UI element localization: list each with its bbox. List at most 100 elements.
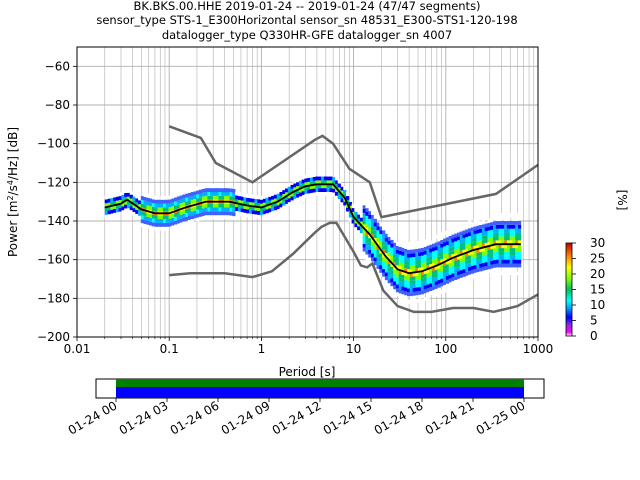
heatmap-cell [445,272,450,276]
heatmap-cell [506,228,511,233]
heatmap-cell [473,218,477,223]
heatmap-cell [495,228,499,233]
heatmap-cell [501,232,505,237]
heatmap-cell [429,291,433,295]
heatmap-cell [415,264,419,269]
y-tick-label: −120 [37,175,70,189]
heatmap-cell [365,223,369,228]
heatmap-cell [323,180,328,185]
heatmap-cell [506,244,511,249]
heatmap-cell [448,266,452,271]
heatmap-cell [495,236,499,241]
heatmap-cell [479,221,483,225]
heatmap-cell [418,240,422,245]
heatmap-cell [512,259,516,264]
heatmap-cell [415,268,419,273]
heatmap-cell [365,219,369,224]
heatmap-cell [495,255,499,260]
heatmap-cell [210,184,214,189]
heatmap-cell [237,207,242,212]
heatmap-cell [401,294,405,299]
heatmap-cell [412,287,416,292]
heatmap-cell [207,195,211,200]
heatmap-cell [512,224,516,229]
heatmap-cell [459,243,463,247]
heatmap-cell [246,193,250,198]
heatmap-cell [515,240,519,245]
heatmap-cell [165,222,169,227]
heatmap-cell [415,279,419,284]
heatmap-cell [365,258,369,263]
heatmap-cell [146,220,150,225]
heatmap-cell [346,192,350,197]
heatmap-cell [487,230,491,235]
heatmap-cell [232,204,236,209]
heatmap-cell [509,251,513,256]
heatmap-cell [226,203,230,208]
heatmap-cell [390,243,394,248]
heatmap-cell [179,210,183,215]
heatmap-cell [504,221,508,225]
heatmap-cell [168,214,172,219]
heatmap-cell [379,257,383,262]
heatmap-cell [479,252,483,256]
heatmap-cell [443,246,447,251]
heatmap-cell [110,209,114,214]
heatmap-cell [387,244,391,249]
heatmap-cell [504,236,508,241]
heatmap-cell [515,224,519,229]
heatmap-cell [113,197,117,202]
heatmap-cell [140,219,144,224]
heatmap-cell [176,215,181,220]
heatmap-cell [517,221,522,225]
heatmap-cell [348,213,352,218]
heatmap-cell [384,237,389,242]
heatmap-cell [368,222,372,227]
heatmap-cell [423,273,427,278]
heatmap-cell [237,211,242,216]
heatmap-cell [215,215,219,220]
heatmap-cell [126,192,131,197]
heatmap-cell [470,227,475,232]
heatmap-cell [384,245,389,250]
heatmap-cell [501,236,505,241]
heatmap-cell [429,275,433,280]
heatmap-cell [224,188,228,192]
heatmap-cell [490,264,494,269]
heatmap-cell [454,260,458,265]
heatmap-cell [243,208,247,213]
heatmap-cell [456,282,461,287]
heatmap-cell [251,198,255,203]
heatmap-cell [462,253,466,258]
heatmap-cell [282,201,286,206]
heatmap-cell [468,274,472,279]
heatmap-cell [390,251,394,256]
heatmap-cell [404,264,408,269]
heatmap-cell [509,213,513,218]
heatmap-cell [276,205,280,210]
heatmap-cell [104,214,108,219]
heatmap-cell [434,277,438,282]
heatmap-cell [451,277,455,282]
heatmap-cell [146,205,150,210]
heatmap-cell [104,195,108,200]
heatmap-cell [484,227,488,232]
x-tick-label: 100 [434,342,457,356]
heatmap-cell [268,196,272,201]
heatmap-cell [415,241,419,245]
heatmap-cell [454,241,458,246]
heatmap-cell [140,196,144,200]
heatmap-cell [409,249,413,254]
heatmap-cell [456,224,461,229]
heatmap-cell [143,220,147,224]
heatmap-cell [456,248,461,252]
heatmap-cell [138,215,142,220]
heatmap-cell [260,207,264,212]
heatmap-cell [493,256,497,261]
heatmap-cell [279,195,283,200]
heatmap-cell [484,258,488,263]
heatmap-cell [479,224,483,229]
heatmap-cell [379,241,383,246]
heatmap-cell [370,234,375,239]
heatmap-cell [398,289,402,294]
